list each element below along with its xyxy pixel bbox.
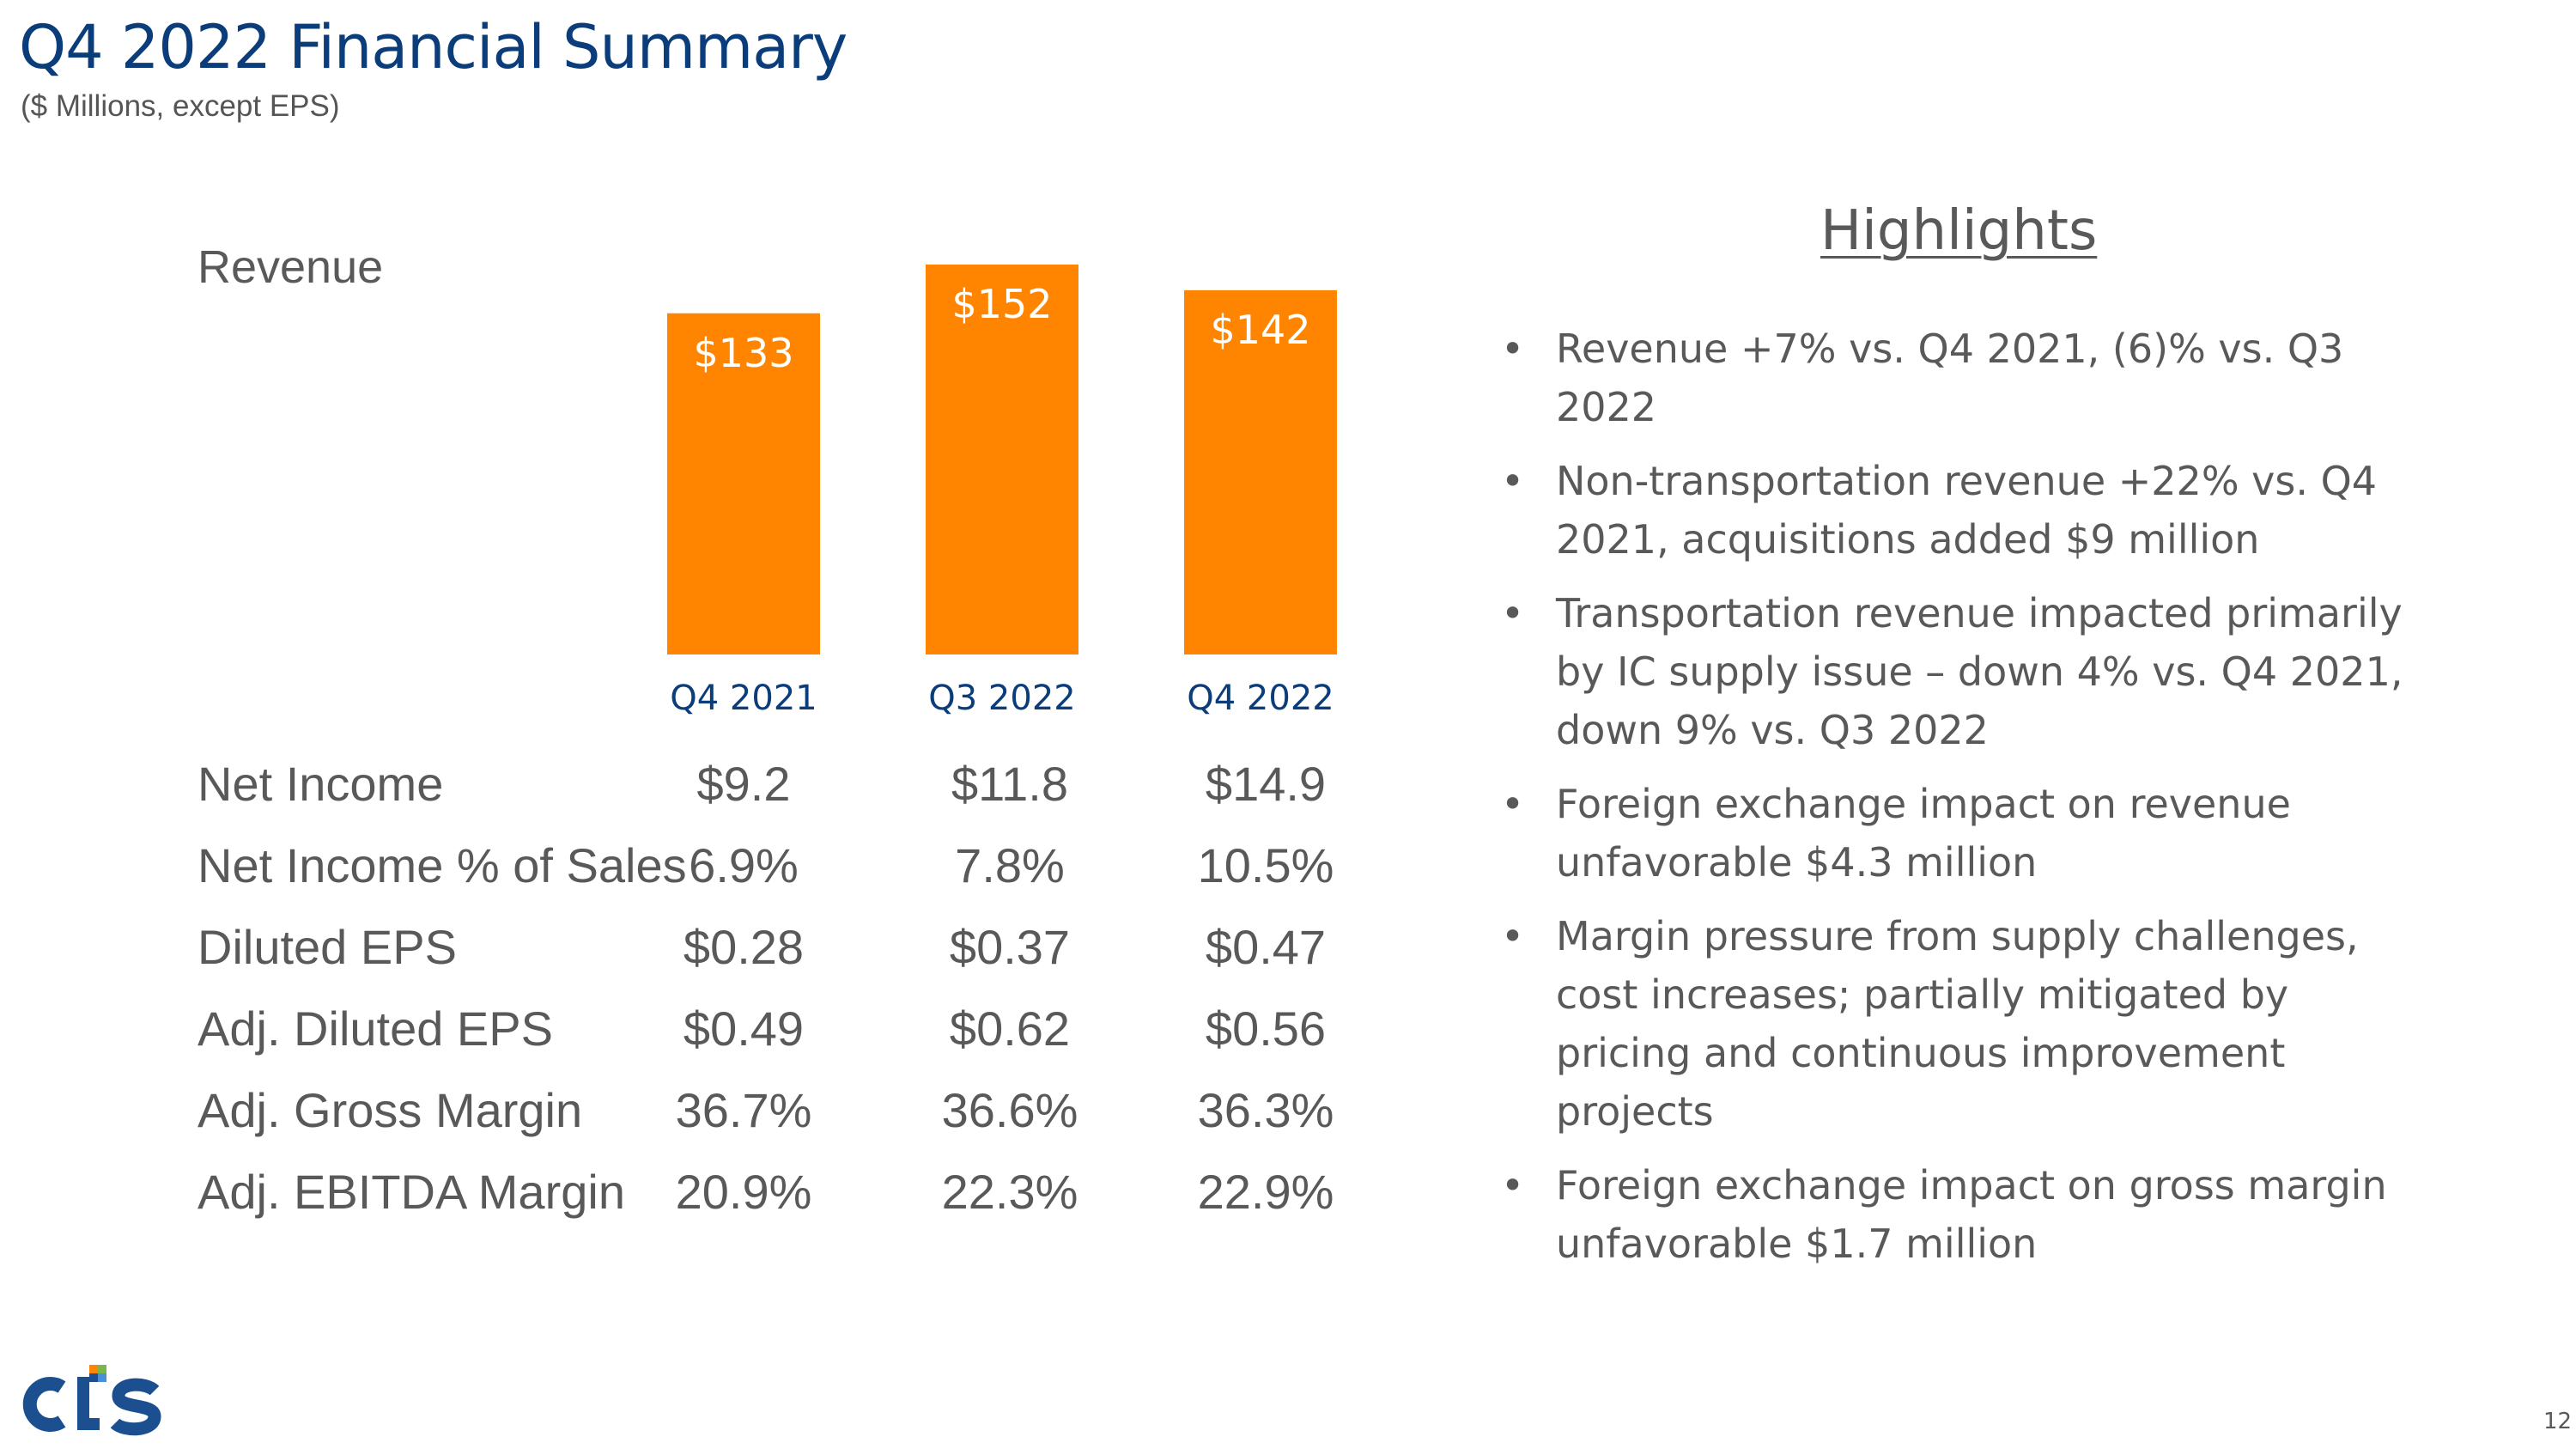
highlight-item: • Foreign exchange impact on gross margin… <box>1494 1156 2421 1273</box>
metric-value: $0.56 <box>1205 1002 1327 1056</box>
logo-letter-s <box>110 1378 161 1436</box>
chart-title: Revenue <box>197 241 384 293</box>
highlight-text: Margin pressure from supply challenges, … <box>1556 913 2359 1135</box>
metric-label: Net Income <box>197 757 444 811</box>
bullet-icon: • <box>1501 913 1525 959</box>
bar-data-label: $142 <box>1210 307 1310 353</box>
revenue-bar-q3-2022 <box>926 265 1078 654</box>
bar-data-label: $133 <box>693 330 793 376</box>
revenue-bar-q4-2021 <box>667 313 820 654</box>
metric-value: 22.9% <box>1197 1165 1334 1219</box>
bullet-icon: • <box>1501 326 1525 372</box>
metric-value: 36.6% <box>941 1083 1078 1137</box>
metric-label: Adj. EBITDA Margin <box>197 1165 625 1219</box>
metric-value: $9.2 <box>696 757 791 811</box>
metric-value: $14.9 <box>1205 757 1327 811</box>
page-number: 12 <box>2543 1409 2573 1434</box>
metric-value: $0.49 <box>683 1002 805 1056</box>
metric-value: 20.9% <box>675 1165 812 1219</box>
highlight-text: Transportation revenue impacted primaril… <box>1556 590 2403 753</box>
logo-plus-lightblue <box>98 1373 106 1382</box>
logo-letter-t-foot <box>77 1418 100 1430</box>
logo-plus-orange <box>89 1365 98 1373</box>
metric-label: Adj. Gross Margin <box>197 1083 583 1137</box>
highlight-text: Revenue +7% vs. Q4 2021, (6)% vs. Q3 202… <box>1556 326 2344 430</box>
highlight-item: • Foreign exchange impact on revenue unfa… <box>1494 775 2421 892</box>
logo-letter-t-stem <box>77 1377 89 1425</box>
slide-subtitle: ($ Millions, except EPS) <box>21 89 340 123</box>
bullet-icon: • <box>1501 590 1525 636</box>
metric-value: $0.47 <box>1205 920 1327 974</box>
metric-value: 7.8% <box>955 838 1065 892</box>
category-label: Q4 2021 <box>670 679 817 718</box>
bullet-icon: • <box>1501 458 1525 504</box>
metric-value: 36.3% <box>1197 1083 1334 1137</box>
highlights-title: Highlights <box>1820 199 2098 263</box>
highlight-text: Foreign exchange impact on gross margin … <box>1556 1162 2387 1267</box>
highlight-item: • Margin pressure from supply challenges,… <box>1494 907 2421 1141</box>
bullet-icon: • <box>1501 781 1525 827</box>
metric-value: $11.8 <box>951 757 1068 811</box>
highlight-item: • Non-transportation revenue +22% vs. Q4 … <box>1494 452 2421 569</box>
revenue-bar-q4-2022 <box>1184 289 1337 654</box>
category-label: Q3 2022 <box>928 679 1075 718</box>
metric-value: $0.28 <box>683 920 805 974</box>
metric-value: 36.7% <box>675 1083 812 1137</box>
metric-value: 22.3% <box>941 1165 1078 1219</box>
highlight-item: • Revenue +7% vs. Q4 2021, (6)% vs. Q3 20… <box>1494 320 2421 436</box>
cts-logo <box>22 1365 161 1436</box>
slide-title: Q4 2022 Financial Summary <box>19 12 848 82</box>
bar-data-label: $152 <box>951 281 1052 327</box>
metric-value: $0.62 <box>949 1002 1071 1056</box>
logo-plus-green <box>98 1365 106 1373</box>
metric-label: Diluted EPS <box>197 920 457 974</box>
highlight-item: • Transportation revenue impacted primari… <box>1494 584 2421 759</box>
metric-value: 6.9% <box>689 838 799 892</box>
metric-label: Adj. Diluted EPS <box>197 1002 553 1056</box>
metric-value: $0.37 <box>949 920 1071 974</box>
highlight-text: Non-transportation revenue +22% vs. Q4 2… <box>1556 458 2378 563</box>
logo-letter-c <box>22 1377 66 1432</box>
highlight-text: Foreign exchange impact on revenue unfav… <box>1556 781 2291 886</box>
bullet-icon: • <box>1501 1162 1525 1209</box>
revenue-bar-chart: $133 Q4 2021 $152 Q3 2022 $142 Q4 2022 <box>667 265 1337 718</box>
category-label: Q4 2022 <box>1187 679 1334 718</box>
metric-label: Net Income % of Sales <box>197 838 687 892</box>
logo-plus-blue <box>89 1373 98 1382</box>
metric-value: 10.5% <box>1197 838 1334 892</box>
highlights-list: • Revenue +7% vs. Q4 2021, (6)% vs. Q3 20… <box>1494 320 2421 1288</box>
